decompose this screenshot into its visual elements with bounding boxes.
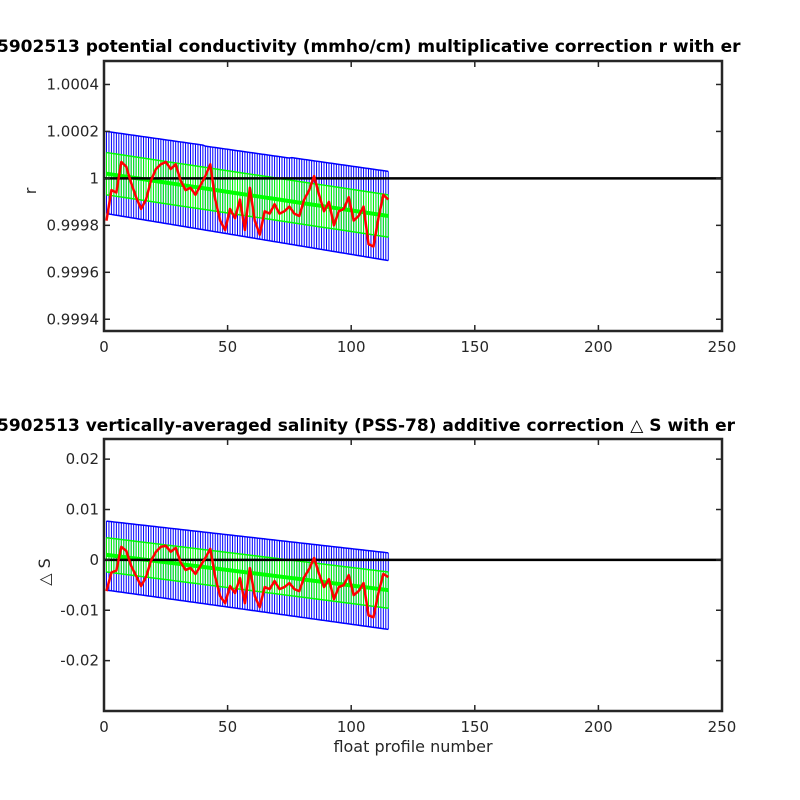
top-plot-area: [102, 59, 724, 333]
bottom-correction-line: [105, 544, 389, 619]
top-chart-panel: 5902513 potential conductivity (mmho/cm)…: [0, 37, 741, 356]
bottom-y-axis-label: △ S: [35, 558, 54, 586]
top-chart-title: 5902513 potential conductivity (mmho/cm)…: [0, 37, 741, 57]
top-x-tick-label: 250: [708, 338, 737, 356]
top-x-tick-label: 100: [337, 338, 366, 356]
top-outer-lower-cap: [106, 212, 389, 262]
top-x-tick-label: 150: [460, 338, 489, 356]
top-x-tick-label: 200: [584, 338, 613, 356]
bottom-x-tick-label: 0: [99, 718, 109, 736]
bottom-chart-panel: 5902513 vertically-averaged salinity (PS…: [0, 416, 736, 756]
bottom-x-axis-label: float profile number: [333, 737, 493, 756]
top-outer-upper-cap: [106, 130, 389, 173]
bottom-chart-title: 5902513 vertically-averaged salinity (PS…: [0, 416, 736, 436]
bottom-x-tick-label: 100: [337, 718, 366, 736]
bottom-plot-area: [102, 437, 724, 713]
bottom-ticks: 0 50 100 150 200 250 -0.02 -0.01 0 0.01 0.02: [60, 439, 736, 736]
bottom-x-tick-label: 250: [708, 718, 737, 736]
bottom-y-tick-label: 0.02: [66, 450, 99, 468]
top-x-tick-label: 50: [218, 338, 237, 356]
top-correction-line: [105, 160, 390, 248]
top-y-tick-label: 0.9994: [47, 310, 100, 328]
bottom-outer-lower-cap: [106, 589, 389, 631]
bottom-x-tick-label: 50: [218, 718, 237, 736]
top-ticks: 0 50 100 150 200 250 0.9994 0.9996 0.9998 1 1.0002…: [47, 61, 737, 356]
bottom-fit-upper-cap: [106, 536, 389, 573]
bottom-y-tick-label: 0.01: [66, 501, 99, 519]
top-y-tick-label: 1.0004: [47, 75, 100, 93]
bottom-y-tick-label: -0.02: [60, 652, 99, 670]
top-x-tick-label: 0: [99, 338, 109, 356]
top-y-tick-label: 0.9998: [47, 216, 100, 234]
top-y-tick-label: 0.9996: [47, 263, 100, 281]
bottom-outer-upper-cap: [106, 520, 389, 554]
bottom-x-tick-label: 200: [584, 718, 613, 736]
top-fit-upper-cap: [106, 151, 389, 196]
bottom-y-tick-label: 0: [89, 551, 99, 569]
bottom-y-tick-label: -0.01: [60, 601, 99, 619]
top-y-tick-label: 1: [89, 169, 99, 187]
top-y-tick-label: 1.0002: [47, 122, 100, 140]
top-y-axis-label: r: [21, 187, 40, 194]
bottom-x-tick-label: 150: [460, 718, 489, 736]
